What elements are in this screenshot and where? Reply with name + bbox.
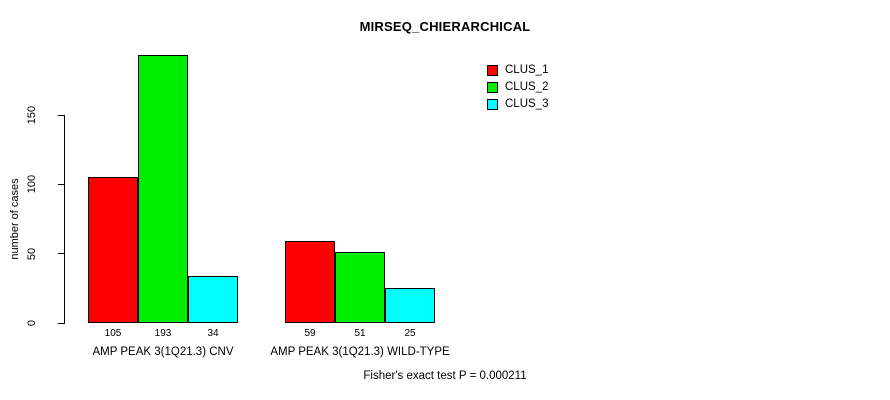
bar-clus-1-group-2[interactable]: [285, 241, 335, 323]
bar-value-label: 105: [104, 328, 122, 339]
bar-value-label: 59: [304, 328, 316, 339]
y-tick-label-text: 0: [26, 319, 38, 327]
y-tick-label: 150: [12, 106, 52, 124]
legend-item-clus-3[interactable]: CLUS_3: [487, 96, 607, 112]
y-tick-mark: [58, 322, 65, 324]
y-tick-label: 0: [12, 316, 52, 330]
y-tick-mark: [58, 183, 65, 185]
y-axis-title: number of cases: [9, 178, 21, 260]
legend-label: CLUS_1: [505, 64, 549, 76]
bar-clus-1-group-1[interactable]: [88, 177, 138, 323]
legend-swatch-icon: [487, 65, 498, 76]
bar-value-label: 51: [354, 328, 366, 339]
y-axis-line: [64, 115, 65, 324]
legend-item-clus-1[interactable]: CLUS_1: [487, 62, 607, 78]
y-tick-mark: [58, 114, 65, 116]
legend-label: CLUS_2: [505, 81, 549, 93]
legend-swatch-icon: [487, 82, 498, 93]
y-tick-label-text: 100: [26, 175, 38, 194]
bar-value-label: 34: [207, 328, 219, 339]
chart-title: MIRSEQ_CHIERARCHICAL: [359, 19, 531, 34]
bar-clus-2-group-1[interactable]: [138, 55, 188, 323]
y-tick-label-text: 150: [26, 105, 38, 125]
bar-clus-3-group-2[interactable]: [385, 288, 435, 323]
legend-item-clus-2[interactable]: CLUS_2: [487, 79, 607, 95]
bar-clus-3-group-1[interactable]: [188, 275, 238, 323]
y-tick-mark: [58, 253, 65, 255]
legend-swatch-icon: [487, 99, 498, 110]
bar-value-label: 25: [404, 328, 416, 339]
fisher-test-annotation: Fisher's exact test P = 0.000211: [363, 370, 527, 382]
legend-label: CLUS_3: [505, 98, 549, 110]
legend: CLUS_1 CLUS_2 CLUS_3: [487, 62, 607, 113]
group-label-2: AMP PEAK 3(1Q21.3) WILD-TYPE: [270, 346, 450, 358]
group-label-1: AMP PEAK 3(1Q21.3) CNV: [92, 346, 234, 358]
bar-value-label: 193: [154, 328, 172, 339]
y-tick-label-text: 50: [26, 247, 38, 260]
bar-clus-2-group-2[interactable]: [335, 252, 385, 323]
